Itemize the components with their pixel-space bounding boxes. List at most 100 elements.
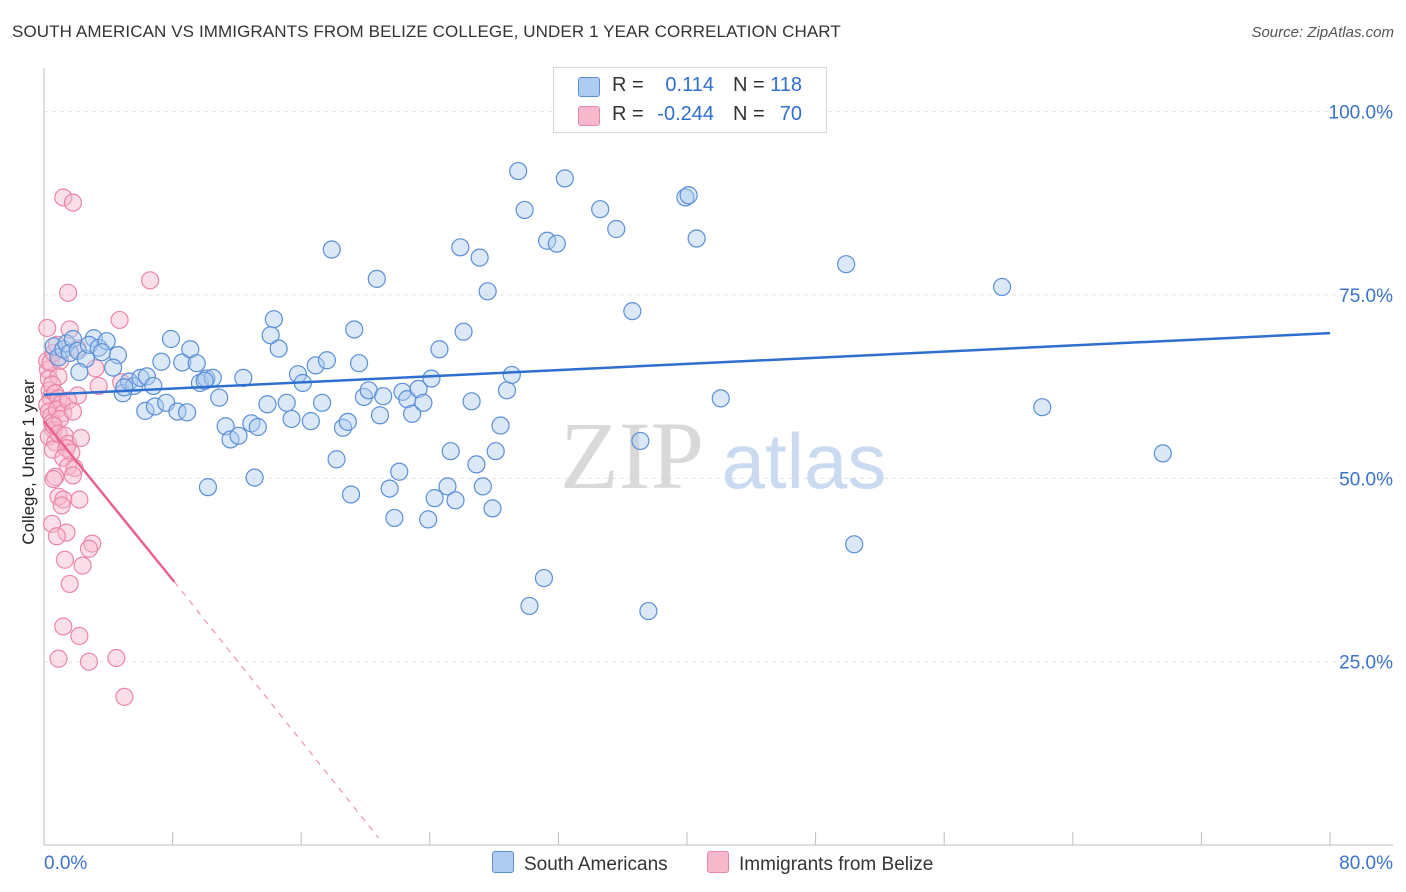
scatter-point [403,404,422,423]
scatter-point [992,277,1012,297]
scatter-point [49,649,68,668]
scatter-point [687,229,706,248]
scatter-point [115,378,134,397]
scatter-point [639,601,658,621]
scatter-point [451,238,470,257]
scatter-point [97,332,116,351]
scatter-point [70,490,89,509]
scatter-point [327,450,346,469]
scatter-point [607,219,626,239]
scatter-point [502,365,521,385]
legend-r-label: R = [612,103,644,125]
scatter-point [349,354,369,373]
scatter-point [261,326,280,345]
scatter-point [591,200,610,219]
scatter-point [63,193,83,212]
scatter-point [438,477,457,496]
x-tick-label-right: 80.0% [1339,853,1393,874]
trend-line-belize-extrapolated [173,581,379,839]
scatter-point [306,356,325,375]
scatter-point [1153,444,1172,463]
scatter-point [54,617,73,636]
scatter-point [177,403,197,422]
scatter-point [269,339,288,358]
scatter-point [145,397,165,416]
scatter-point [547,234,566,253]
scatter-point [370,406,390,425]
legend-r-label: R = [612,74,644,96]
scatter-point [341,485,361,504]
south-american-points [44,161,1172,621]
scatter-point [385,508,404,528]
scatter-point [258,395,277,414]
scatter-point [425,489,444,508]
scatter-point [152,352,171,371]
scatter-point [63,466,83,485]
scatter-point [441,442,460,461]
scatter-point [63,402,83,421]
scatter-point [491,416,510,435]
scatter-point [144,376,163,396]
scatter-point [409,379,428,398]
scatter-point [44,469,63,489]
scatter-point [301,412,320,431]
chart-title: SOUTH AMERICAN VS IMMIGRANTS FROM BELIZE… [12,22,841,41]
scatter-point [312,393,332,412]
scatter-point [131,368,150,387]
scatter-point [137,367,156,386]
legend-n-value: 118 [770,74,802,96]
legend-swatch-blue [578,77,600,97]
scatter-point [555,169,574,188]
scatter-point [454,322,473,341]
scatter-point [367,269,386,288]
bottom-legend-label-south: South Americans [524,854,668,875]
scatter-point [104,358,123,377]
scatter-point [478,282,497,301]
scatter-point [1033,398,1052,417]
scatter-point [198,478,218,497]
scatter-point [79,652,99,671]
scatter-point [248,417,267,437]
bottom-legend-belize: Immigrants from Belize [707,851,933,876]
scatter-point [136,401,155,420]
scatter-point [322,240,341,259]
scatter-point [38,318,57,338]
scatter-point [54,448,73,467]
scatter-point [497,381,517,400]
legend-n-label: N = [733,74,765,96]
scatter-point [55,550,74,569]
scatter-point [52,496,71,515]
scatter-point [107,648,126,668]
scatter-point [333,418,353,437]
scatter-point [47,527,66,546]
scatter-point [59,457,78,476]
scatter-point [509,161,528,181]
scatter-point [54,188,73,207]
legend-row-belize: R = -0.244 N = 70 [554,100,826,130]
scatter-point [173,353,192,372]
scatter-point [60,320,79,339]
legend-row-south-americans: R = 0.114 N = 118 [554,71,826,101]
y-tick-labels: 25.0% 50.0% 75.0% 100.0% [1329,103,1394,674]
scatter-point [515,200,534,220]
scatter-point [92,343,111,362]
scatter-point [462,392,481,411]
watermark-zip: ZIP [560,402,704,509]
scatter-point [623,302,642,321]
scatter-point [140,271,160,290]
trend-line-belize [43,420,176,583]
belize-points [38,188,160,706]
scatter-point [70,362,89,382]
x-tick-label-left: 0.0% [44,853,87,874]
scatter-point [210,388,229,407]
scatter-point [59,283,78,302]
legend-swatch-pink [578,106,600,126]
scatter-point [161,329,181,349]
y-axis-label: College, Under 1 year [19,379,38,545]
scatter-point [60,574,79,594]
scatter-point [374,387,393,406]
scatter-point [711,389,730,408]
bottom-legend-south-americans: South Americans [492,851,668,876]
y-tick-label: 75.0% [1339,286,1393,307]
watermark: ZIP atlas [560,402,886,509]
